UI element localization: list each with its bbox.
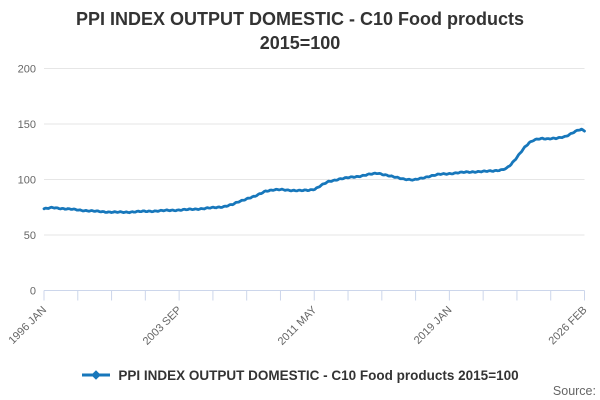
x-tick-label: 1996 JAN <box>6 304 49 347</box>
y-tick-label: 150 <box>18 119 36 131</box>
legend-line-marker-icon <box>82 370 111 380</box>
chart-title-line2: 2015=100 <box>259 33 341 54</box>
y-axis-labels: 0 50 100 150 200 <box>18 64 36 298</box>
legend-label: PPI INDEX OUTPUT DOMESTIC - C10 Food pro… <box>118 367 519 383</box>
y-tick-label: 50 <box>24 230 36 242</box>
gridlines <box>44 68 585 236</box>
chart-title: PPI INDEX OUTPUT DOMESTIC - C10 Food pro… <box>0 7 600 56</box>
chart-title-line1: PPI INDEX OUTPUT DOMESTIC - C10 Food pro… <box>75 9 525 29</box>
x-axis-labels: 1996 JAN 2003 SEP 2011 MAY 2019 JAN 2026 FEB <box>6 304 589 348</box>
y-tick-label: 200 <box>18 64 36 76</box>
x-tick-label: 2003 SEP <box>141 304 185 348</box>
legend-item-ppi-series[interactable]: PPI INDEX OUTPUT DOMESTIC - C10 Food pro… <box>0 366 600 384</box>
source-note: Source: <box>552 384 596 398</box>
y-tick-label: 100 <box>18 175 36 187</box>
x-tick-label: 2026 FEB <box>547 304 590 347</box>
series-line-ppi[interactable] <box>42 127 586 215</box>
x-axis <box>43 290 585 301</box>
x-tick-label: 2011 MAY <box>276 304 320 348</box>
y-tick-label: 0 <box>30 286 36 298</box>
x-tick-label: 2019 JAN <box>412 304 455 347</box>
